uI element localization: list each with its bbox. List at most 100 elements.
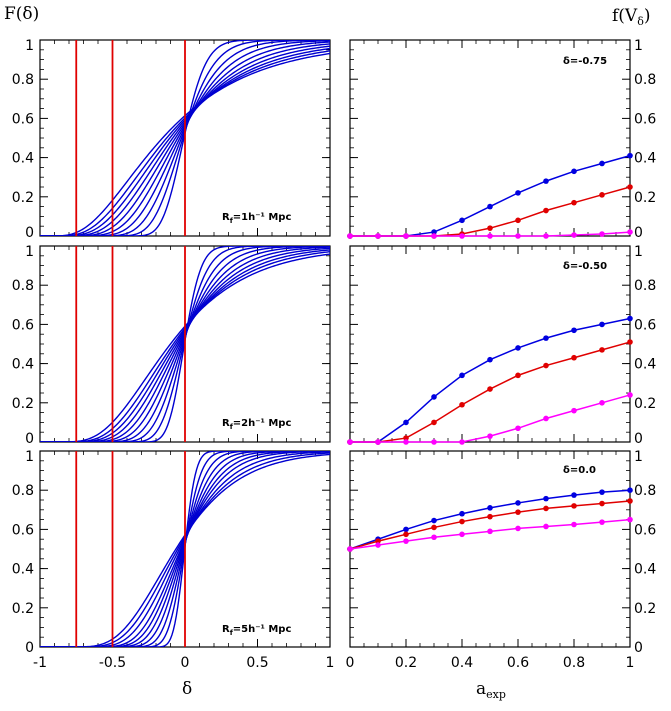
x-tick-label: 0 [346, 655, 355, 671]
y-tick-label: 0.2 [12, 396, 34, 412]
xlabel-left: δ [182, 679, 192, 699]
ylabel-right: f(Vδ) [612, 6, 650, 28]
plot-frame [349, 245, 631, 443]
series-1-point-5 [487, 505, 493, 511]
series-3-point-5 [487, 233, 493, 239]
y-tick-label: 1 [634, 38, 643, 54]
y-tick-label: 0.4 [634, 151, 656, 167]
series-1-point-10 [627, 315, 633, 322]
series-2-point-10 [627, 498, 633, 504]
y-tick-label: 0.2 [634, 396, 656, 412]
series-3-point-9 [599, 231, 605, 237]
y-tick-label: 0 [634, 431, 643, 447]
x-tick-label: 0.5 [246, 655, 268, 671]
y-tick-label: 0.2 [12, 190, 34, 206]
series-1-point-3 [431, 229, 437, 235]
series-2-point-10 [627, 339, 633, 345]
annotation-right-bottom: δ=0.0 [563, 465, 596, 476]
annotation-right-top: δ=-0.75 [563, 56, 607, 67]
series-3-point-0 [347, 546, 353, 552]
series-2-point-2 [403, 435, 409, 441]
series-line-1 [350, 154, 631, 237]
series-3-point-0 [347, 233, 353, 239]
series-1-point-10 [627, 152, 633, 159]
y-tick-label: 0.8 [12, 72, 34, 88]
y-tick-label: 0.6 [634, 317, 656, 333]
series-3-point-1 [375, 233, 381, 239]
y-tick-label: 0 [25, 225, 34, 241]
series-3-point-10 [627, 392, 633, 398]
series-3-point-6 [515, 525, 521, 532]
series-1-point-3 [431, 517, 437, 524]
y-tick-label: 0 [634, 225, 643, 241]
y-tick-label: 1 [25, 244, 34, 260]
series-2-point-1 [375, 538, 381, 544]
x-tick-label: 0 [181, 655, 190, 671]
annotation-left-top: Rf=1h⁻¹ Mpc [222, 212, 291, 225]
x-tick-label: 0.4 [451, 655, 473, 671]
series-2-point-10 [627, 184, 633, 190]
series-2-point-3 [431, 524, 437, 531]
y-tick-label: 0.6 [634, 111, 656, 127]
series-2-point-4 [459, 518, 465, 525]
series-2-point-2 [403, 531, 409, 538]
series-1-point-8 [571, 327, 577, 334]
series-2-point-9 [599, 192, 605, 198]
x-tick-label: 0.2 [395, 655, 417, 671]
series-2-point-5 [487, 513, 493, 520]
series-1-point-7 [543, 335, 549, 341]
series-2-point-7 [543, 362, 549, 369]
series-3-point-4 [459, 439, 465, 445]
series-2-point-7 [543, 505, 549, 512]
y-tick-label: 0.8 [634, 278, 656, 294]
y-tick-label: 0 [25, 431, 34, 447]
series-3-point-4 [459, 531, 465, 538]
y-tick-label: 0 [25, 640, 34, 656]
series-3-point-7 [543, 415, 549, 422]
series-3-point-5 [487, 528, 493, 535]
series-3-point-5 [487, 433, 493, 439]
series-3-point-2 [403, 439, 409, 445]
series-2-point-8 [571, 354, 577, 361]
series-3-point-3 [431, 534, 437, 541]
series-2-point-5 [487, 386, 493, 392]
y-tick-label: 0.2 [634, 190, 656, 206]
series-1-point-2 [403, 419, 409, 426]
series-1-point-2 [403, 526, 409, 533]
y-tick-label: 0.6 [12, 111, 34, 127]
series-1-point-5 [487, 356, 493, 363]
panel-right-middle: 0 0.2 0.4 0.6 0.8 1 [347, 244, 656, 447]
y-tick-label: 0.8 [12, 483, 34, 499]
series-1-point-4 [459, 372, 465, 379]
series-3-point-9 [599, 519, 605, 525]
ylabel-left: F(δ) [4, 4, 39, 24]
panel-left-middle: 0 0.2 0.4 0.6 0.8 1 [12, 244, 331, 447]
series-2-point-9 [599, 500, 605, 507]
series-3-point-1 [375, 439, 381, 445]
x-tick-label: 1 [326, 655, 335, 671]
x-tick-label: 0.8 [563, 655, 585, 671]
series-2-point-6 [515, 372, 521, 379]
annotation-left-middle: Rf=2h⁻¹ Mpc [222, 418, 291, 431]
panel-left-bottom: 0 0.2 0.4 0.6 0.8 1 -1 -0.5 0 0.5 1 [12, 449, 335, 671]
series-1-point-4 [459, 217, 465, 224]
series-2-point-9 [599, 347, 605, 353]
series-3-point-8 [571, 521, 577, 528]
y-tick-label: 0.4 [12, 151, 34, 167]
series-1-point-6 [515, 190, 521, 196]
panel-left-top: 0 0.2 0.4 0.6 0.8 1 [12, 38, 331, 241]
series-3-point-7 [543, 523, 549, 530]
series-3-point-7 [543, 233, 549, 239]
y-tick-label: 1 [634, 244, 643, 260]
series-2-point-8 [571, 199, 577, 206]
series-3-point-1 [375, 542, 381, 548]
series-3-point-9 [599, 400, 605, 406]
series-2-point-6 [515, 217, 521, 224]
series-3-point-3 [431, 233, 437, 239]
series-3-point-4 [459, 233, 465, 239]
series-1-point-7 [543, 178, 549, 184]
y-tick-label: 1 [634, 449, 643, 465]
y-tick-label: 0.6 [12, 317, 34, 333]
x-tick-label: -0.5 [99, 655, 126, 671]
x-tick-label: 0.6 [507, 655, 529, 671]
